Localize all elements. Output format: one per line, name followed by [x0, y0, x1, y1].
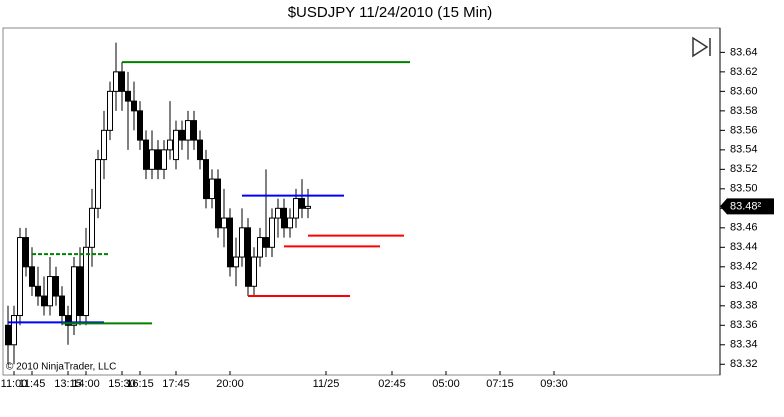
candle-body: [107, 90, 113, 131]
x-tick-label: 20:00: [216, 378, 244, 390]
y-tick-label: 83.58: [730, 105, 758, 117]
candle-body: [155, 149, 161, 170]
y-tick-label: 83.60: [730, 85, 758, 97]
candle-body: [83, 246, 89, 317]
y-tick-label: 83.40: [730, 280, 758, 292]
x-tick-label: 05:00: [432, 378, 460, 390]
candle-body: [275, 207, 281, 219]
y-tick-label: 83.52: [730, 163, 758, 175]
candle-body: [239, 227, 245, 258]
candle-body: [5, 324, 11, 346]
y-tick-label: 83.62: [730, 66, 758, 78]
y-tick-label: 83.36: [730, 319, 758, 331]
candle-body: [161, 149, 167, 170]
scroll-end-icon[interactable]: [692, 36, 711, 58]
candle-body: [119, 71, 125, 92]
y-tick-label: 83.38: [730, 300, 758, 312]
candle-body: [191, 120, 197, 141]
x-tick-label: 13:15: [54, 378, 82, 390]
candle-body: [41, 295, 47, 307]
x-tick-label: 09:30: [540, 378, 568, 390]
candle-body: [227, 217, 233, 268]
candle-body: [185, 120, 191, 141]
last-price-label: 83.48²: [730, 200, 762, 212]
candle-body: [77, 266, 83, 317]
candle-body: [23, 237, 29, 268]
y-tick-label: 83.44: [730, 241, 758, 253]
candle-body: [263, 237, 269, 248]
candle-body: [95, 159, 101, 209]
candle-body: [131, 100, 137, 112]
candle-body: [125, 90, 131, 102]
candle-body: [71, 266, 77, 326]
copyright: © 2010 NinjaTrader, LLC: [6, 362, 116, 373]
chart-title: $USDJPY 11/24/2010 (15 Min): [288, 4, 493, 21]
candle-body: [137, 110, 143, 141]
y-tick-label: 83.32: [730, 358, 758, 370]
candle-body: [47, 276, 53, 307]
candle-body: [197, 139, 203, 161]
candle-body: [221, 217, 227, 229]
candle-body: [35, 285, 41, 297]
candle-body: [173, 129, 179, 161]
candle-body: [89, 207, 95, 248]
candle-body: [167, 139, 173, 151]
y-tick-label: 83.64: [730, 46, 758, 58]
candle-body: [287, 217, 293, 229]
y-tick-label: 83.46: [730, 222, 758, 234]
candle-body: [65, 315, 71, 326]
candle-body: [29, 266, 35, 287]
candle-body: [53, 276, 59, 297]
candle-body: [257, 237, 263, 258]
x-tick-label: 02:45: [378, 378, 406, 390]
x-tick-label: 15:30: [108, 378, 136, 390]
candle-body: [215, 178, 221, 229]
candle-body: [149, 149, 155, 170]
candle-body: [269, 217, 275, 248]
candle-body: [251, 256, 257, 287]
candle-body: [179, 129, 185, 141]
x-tick-label: 17:45: [162, 378, 190, 390]
candle-body: [101, 129, 107, 161]
y-tick-label: 83.56: [730, 124, 758, 136]
candle-body: [143, 139, 149, 170]
candle-body: [281, 207, 287, 229]
candle-body: [245, 227, 251, 287]
x-tick-label: 14:00: [72, 378, 100, 390]
y-tick-label: 83.42: [730, 261, 758, 273]
candle-body: [293, 198, 299, 219]
candle-body: [209, 178, 215, 200]
candle-body: [59, 295, 65, 317]
candle-body: [17, 237, 23, 317]
candle-body: [113, 71, 119, 92]
x-tick-label: 11:00: [1, 378, 28, 390]
candle-body: [11, 315, 17, 346]
last-price-marker: [720, 198, 774, 215]
x-tick-label: 11:45: [19, 378, 46, 390]
candle-body: [203, 159, 209, 200]
y-tick-label: 83.50: [730, 183, 758, 195]
candle-body: [233, 256, 239, 268]
y-tick-label: 83.34: [730, 339, 758, 351]
candle-body: [305, 205, 311, 209]
x-tick-label: 11/25: [313, 378, 340, 390]
candle-body: [299, 198, 305, 209]
x-tick-label: 07:15: [486, 378, 514, 390]
y-tick-label: 83.54: [730, 144, 758, 156]
x-tick-label: 16:15: [126, 378, 154, 390]
